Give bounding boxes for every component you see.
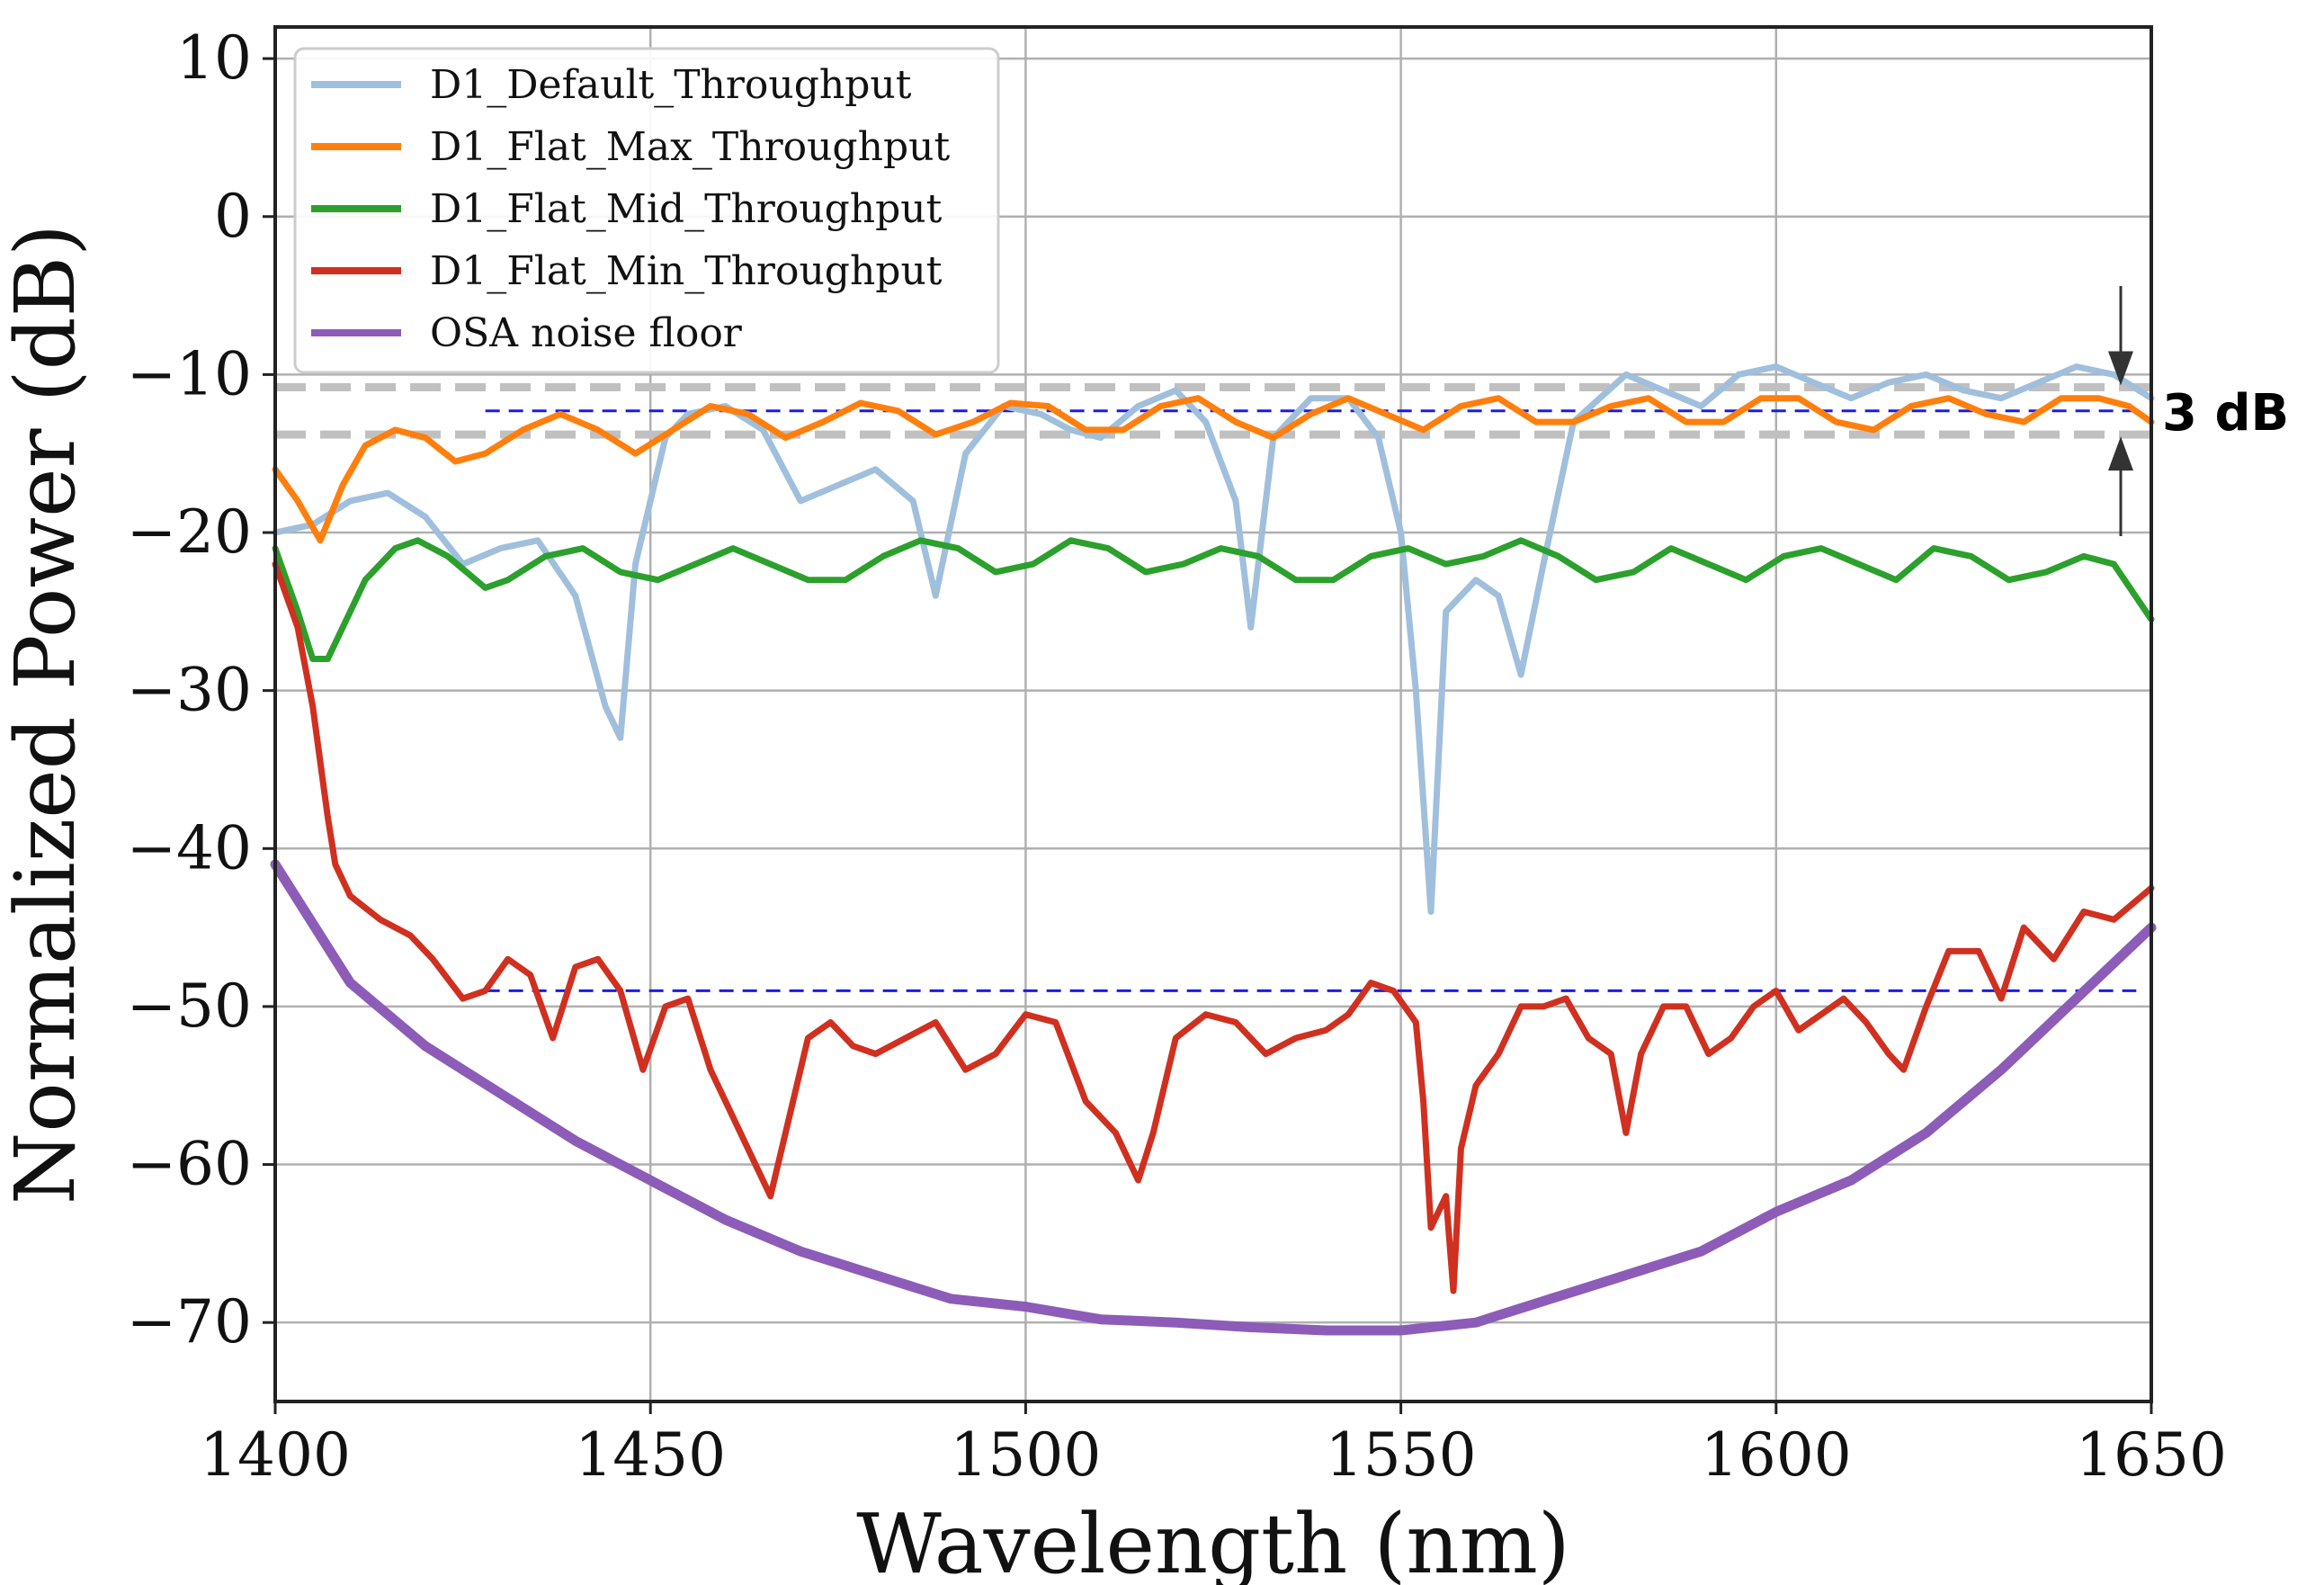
y-tick-label: −50 — [127, 972, 252, 1041]
legend-label: D1_Flat_Max_Throughput — [430, 124, 950, 170]
x-tick-label: 1400 — [200, 1420, 351, 1490]
series-line-2 — [272, 395, 2155, 544]
x-tick-label: 1600 — [1701, 1420, 1852, 1490]
x-tick-label: 1550 — [1326, 1420, 1477, 1490]
plot-frame — [273, 25, 2153, 1403]
series-line-4 — [272, 560, 2155, 1294]
y-tick-label: −30 — [127, 656, 252, 725]
x-tick-label: 1500 — [950, 1420, 1101, 1490]
x-tick-label: 1650 — [2076, 1420, 2227, 1490]
legend-label: D1_Flat_Min_Throughput — [430, 248, 943, 294]
three-db-label: 3 dB — [2162, 384, 2289, 443]
legend-label: OSA noise floor — [430, 310, 743, 356]
series-line-3 — [272, 537, 2155, 662]
legend-label: D1_Flat_Mid_Throughput — [430, 186, 943, 232]
y-tick-label: −20 — [127, 497, 252, 567]
series-line-5 — [270, 859, 2157, 1336]
bracket-arrow-head-up-icon — [2108, 436, 2133, 471]
y-axis-label: Normalized Power (dB) — [0, 224, 94, 1204]
series-line-1 — [272, 363, 2155, 915]
y-tick-label: −10 — [127, 339, 252, 408]
legend-label: D1_Default_Throughput — [430, 62, 912, 108]
x-tick-label: 1450 — [575, 1420, 726, 1490]
reference-lines — [275, 382, 2151, 992]
bracket-arrow-head-down-icon — [2108, 351, 2133, 386]
y-tick-label: 0 — [214, 182, 252, 251]
y-tick-label: 10 — [176, 23, 252, 93]
y-tick-label: −40 — [127, 813, 252, 882]
y-tick-label: −70 — [127, 1287, 252, 1357]
axis-ticks: 1400 1450 1500 1550 1600 1650 10 0 −10 −20 −30 −40 −… — [127, 23, 2227, 1490]
legend: D1_Default_Throughput D1_Flat_Max_Through… — [293, 47, 1000, 374]
series-lines — [270, 363, 2157, 1336]
legend-box — [293, 47, 1000, 374]
y-tick-label: −60 — [127, 1130, 252, 1199]
three-db-annotation: 3 dB — [2108, 286, 2289, 536]
x-axis-label: Wavelength (nm) — [856, 1496, 1570, 1585]
